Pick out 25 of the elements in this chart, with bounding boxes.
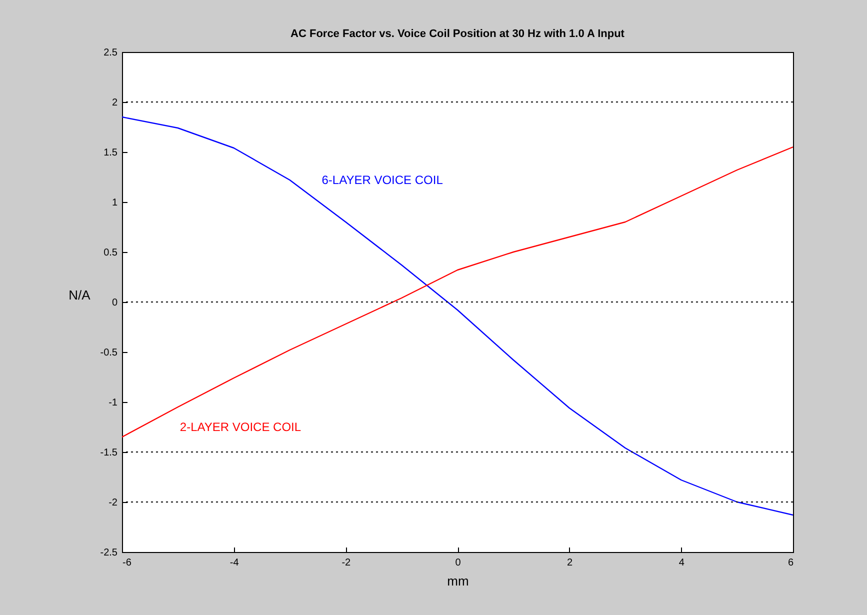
x-tick-label: -4 (230, 558, 240, 568)
y-tick-label: -2.5 (100, 548, 118, 558)
y-tick-label: 1.5 (104, 148, 118, 158)
y-axis-title: N/A (68, 288, 91, 302)
y-tick-label: 0 (112, 298, 118, 308)
x-tick-label: 4 (678, 558, 685, 568)
y-tick-label: 2.5 (104, 48, 118, 58)
x-tick-label: -6 (122, 558, 132, 568)
chart-title: AC Force Factor vs. Voice Coil Position at 30 Hz with 1.0 A Input (290, 28, 625, 40)
y-tick-label: -1 (108, 398, 118, 408)
y-tick-label: -2 (108, 498, 118, 508)
y-tick-label: 1 (112, 198, 118, 208)
y-tick-label: -1.5 (100, 448, 118, 458)
x-tick-label: 2 (567, 558, 574, 568)
y-tick-label: 0.5 (104, 248, 118, 258)
x-tick-label: 6 (788, 558, 794, 568)
y-tick-label: -0.5 (100, 348, 118, 358)
series-label: 2-LAYER VOICE COIL (180, 420, 302, 434)
x-tick-label: -2 (342, 558, 352, 568)
line-series (122, 146, 793, 438)
y-tick-label: 2 (112, 98, 118, 108)
series-label: 6-LAYER VOICE COIL (322, 173, 444, 187)
x-axis-title: mm (447, 574, 469, 588)
line-series (122, 116, 793, 516)
x-tick-label: 0 (455, 558, 462, 568)
